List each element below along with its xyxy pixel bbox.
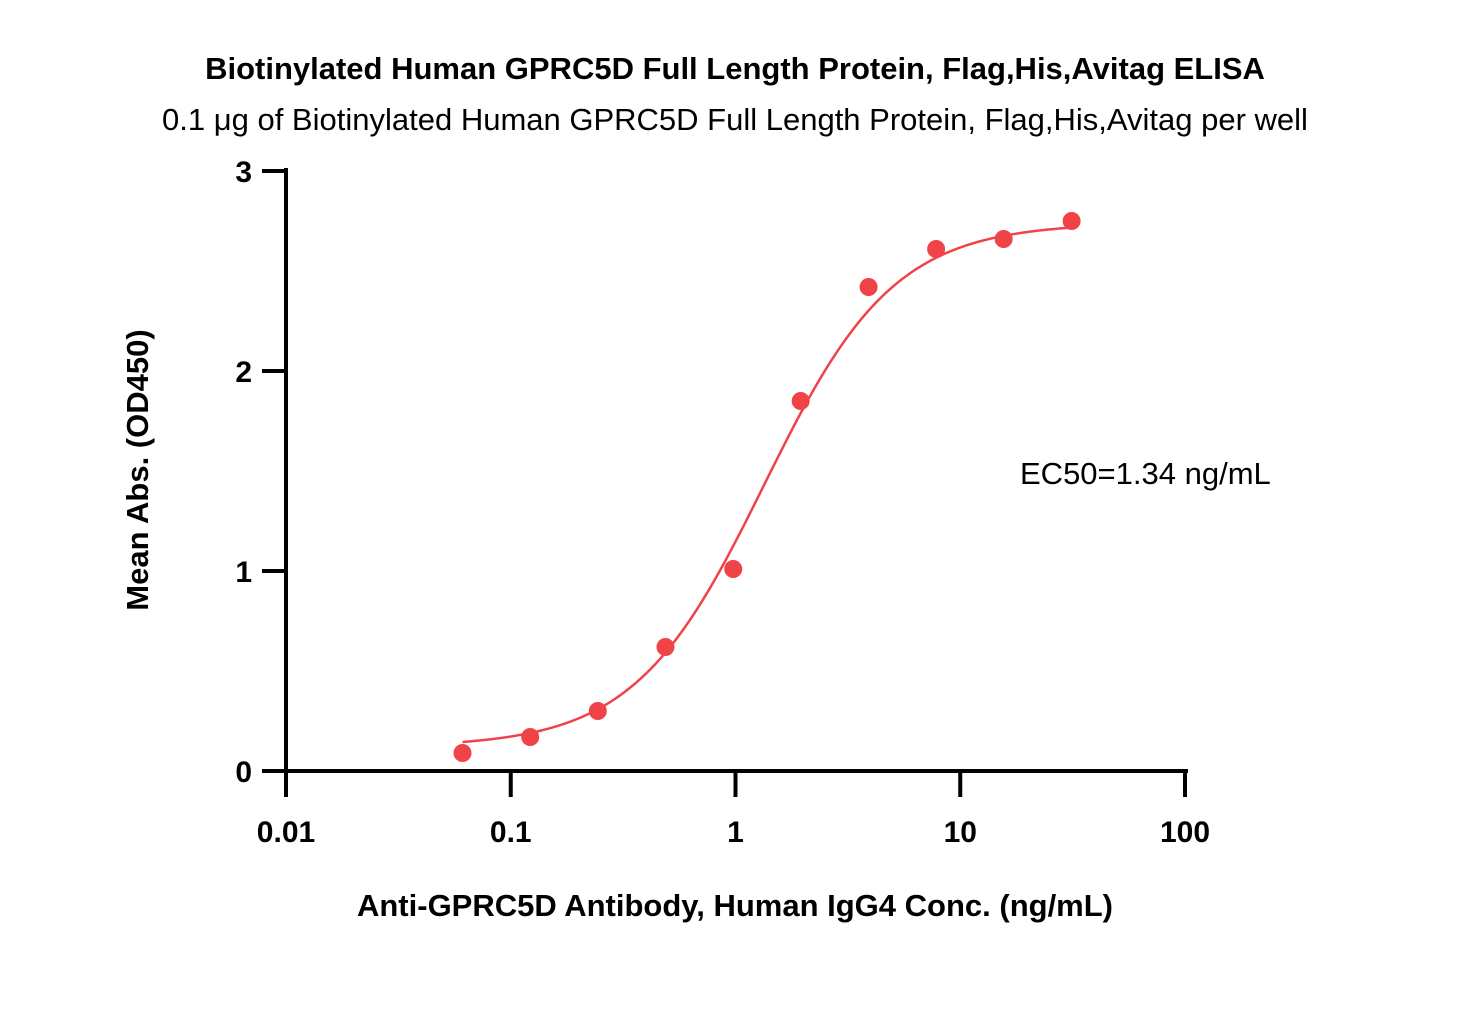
data-point <box>453 744 472 762</box>
y-tick-label: 3 <box>235 156 252 189</box>
x-tick-label: 0.01 <box>257 816 315 849</box>
data-point <box>656 638 675 656</box>
data-point <box>588 702 607 720</box>
y-tick-label: 2 <box>235 356 252 389</box>
x-ticks: 0.01 0.1 1 10 100 <box>257 771 1210 849</box>
x-tick-label: 1 <box>727 816 744 849</box>
x-axis-label: Anti-GPRC5D Antibody, Human IgG4 Conc. (… <box>357 888 1113 923</box>
y-axis-label: Mean Abs. (OD450) <box>120 329 155 610</box>
fit-curve <box>462 226 1072 744</box>
y-tick-label: 0 <box>235 756 252 789</box>
x-tick-label: 0.1 <box>490 816 532 849</box>
data-point <box>927 240 946 258</box>
data-point <box>859 278 878 296</box>
x-tick-label: 100 <box>1160 816 1210 849</box>
chart-subtitle: 0.1 μg of Biotinylated Human GPRC5D Full… <box>162 102 1308 137</box>
data-points <box>453 212 1081 762</box>
data-point <box>994 230 1013 248</box>
y-tick-label: 1 <box>235 556 252 589</box>
chart-title: Biotinylated Human GPRC5D Full Length Pr… <box>205 51 1265 86</box>
data-point <box>724 560 743 578</box>
ec50-annotation: EC50=1.34 ng/mL <box>1020 456 1271 491</box>
data-point <box>521 728 540 746</box>
data-point <box>1062 212 1081 230</box>
data-point <box>791 392 810 410</box>
x-tick-label: 10 <box>944 816 977 849</box>
y-ticks: 0 1 2 3 <box>235 156 286 789</box>
